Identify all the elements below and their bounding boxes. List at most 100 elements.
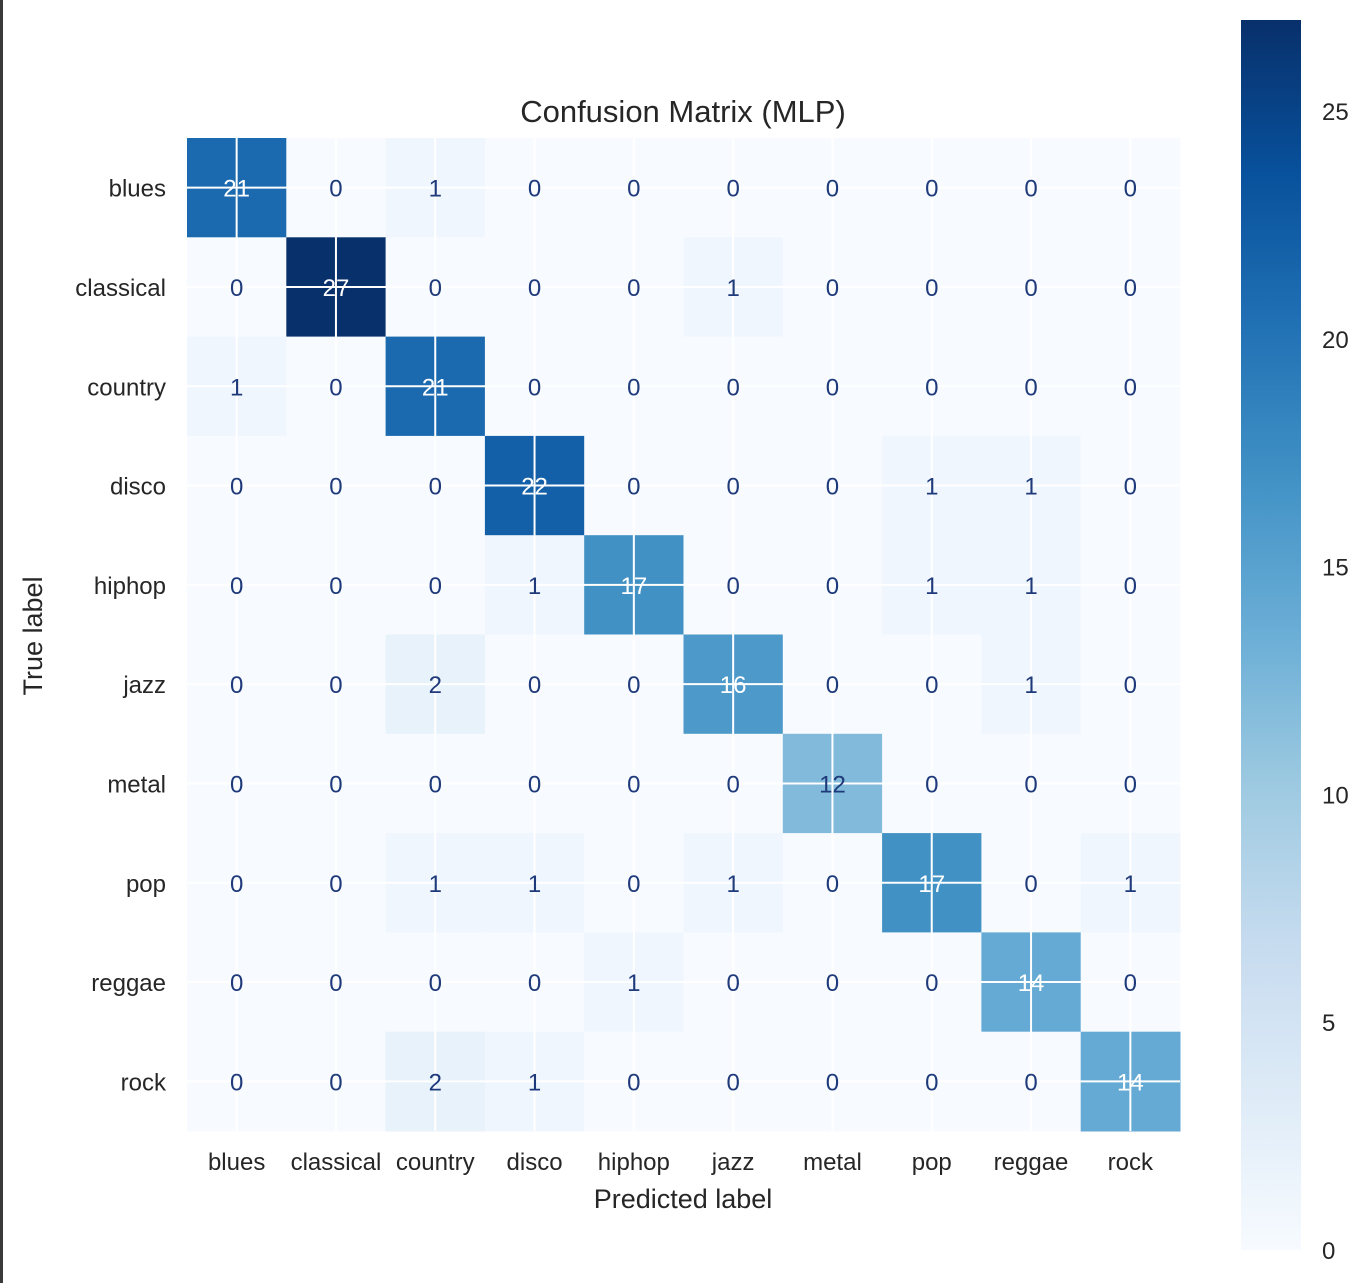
cell-value-label: 0 <box>528 374 541 401</box>
cell-value-label: 0 <box>925 275 938 302</box>
cell-value-label: 0 <box>329 672 342 699</box>
cell-value-label: 0 <box>627 1069 640 1096</box>
heatmap-gridlines <box>187 138 1180 1131</box>
cell-value-label: 22 <box>521 474 548 501</box>
cell-value-label: 0 <box>230 474 243 501</box>
cell-value-label: 0 <box>329 474 342 501</box>
cell-value-label: 0 <box>726 176 739 203</box>
cell-value-label: 12 <box>819 771 846 798</box>
cell-value-label: 1 <box>1024 573 1037 600</box>
cell-value-label: 0 <box>528 672 541 699</box>
cell-value-label: 0 <box>329 573 342 600</box>
colorbar-tick-label: 5 <box>1322 1010 1335 1037</box>
cell-value-label: 0 <box>1024 275 1037 302</box>
cell-value-label: 0 <box>925 970 938 997</box>
cell-value-label: 0 <box>1124 474 1137 501</box>
chart-title: Confusion Matrix (MLP) <box>520 94 846 129</box>
cell-value-label: 0 <box>627 374 640 401</box>
x-axis-label: Predicted label <box>594 1184 773 1214</box>
cell-value-label: 0 <box>329 871 342 898</box>
cell-value-label: 0 <box>627 176 640 203</box>
colorbar <box>1241 20 1301 1250</box>
cell-value-label: 0 <box>925 176 938 203</box>
colorbar-tick-label: 15 <box>1322 555 1349 582</box>
cell-value-label: 0 <box>329 176 342 203</box>
y-axis-label: True label <box>18 576 48 695</box>
y-tick-label: rock <box>121 1069 167 1096</box>
cell-value-label: 1 <box>1124 871 1137 898</box>
x-tick-label: jazz <box>711 1149 755 1176</box>
cell-value-label: 0 <box>826 374 839 401</box>
window-left-border <box>0 0 3 1283</box>
cell-value-label: 0 <box>726 1069 739 1096</box>
colorbar-tick-label: 25 <box>1322 99 1349 126</box>
cell-value-label: 0 <box>230 672 243 699</box>
y-tick-label: country <box>87 374 166 401</box>
cell-value-label: 0 <box>528 176 541 203</box>
cell-value-label: 1 <box>429 871 442 898</box>
cell-value-label: 0 <box>925 374 938 401</box>
cell-value-label: 1 <box>726 275 739 302</box>
cell-value-label: 14 <box>1018 970 1045 997</box>
x-tick-label: country <box>396 1149 475 1176</box>
x-tick-label: rock <box>1108 1149 1154 1176</box>
cell-value-label: 0 <box>1024 771 1037 798</box>
cell-value-label: 1 <box>627 970 640 997</box>
cell-value-label: 1 <box>528 871 541 898</box>
cell-value-label: 27 <box>323 275 350 302</box>
x-tick-label: hiphop <box>598 1149 670 1176</box>
cell-value-label: 0 <box>627 275 640 302</box>
cell-value-label: 16 <box>720 672 747 699</box>
cell-value-label: 1 <box>1024 474 1037 501</box>
cell-value-label: 0 <box>1124 672 1137 699</box>
cell-value-label: 0 <box>1124 275 1137 302</box>
colorbar-tick-label: 10 <box>1322 782 1349 809</box>
x-tick-label: blues <box>208 1149 265 1176</box>
y-tick-label: pop <box>126 871 166 898</box>
cell-value-label: 0 <box>1024 871 1037 898</box>
cell-value-label: 0 <box>429 275 442 302</box>
cell-value-label: 0 <box>230 573 243 600</box>
cell-value-label: 0 <box>1124 970 1137 997</box>
cell-value-label: 0 <box>1024 374 1037 401</box>
heatmap-cell-labels: 21 0 1 0 0 0 0 0 0 00 27 0 0 0 1 0 0 0 01 0 21 0 0 0 0 0 0 00 0 0 22 0 0… <box>223 176 1143 1097</box>
cell-value-label: 1 <box>429 176 442 203</box>
cell-value-label: 0 <box>726 771 739 798</box>
colorbar-tick-labels: 0 5 10 15 20 25 <box>1322 99 1349 1265</box>
y-tick-label: jazz <box>122 672 166 699</box>
cell-value-label: 0 <box>826 1069 839 1096</box>
cell-value-label: 0 <box>627 672 640 699</box>
y-tick-label: disco <box>110 474 166 501</box>
cell-value-label: 0 <box>726 474 739 501</box>
cell-value-label: 0 <box>429 573 442 600</box>
cell-value-label: 0 <box>230 1069 243 1096</box>
y-tick-labels: blues classical country disco hiphop jazz meta… <box>75 176 167 1097</box>
cell-value-label: 1 <box>726 871 739 898</box>
y-tick-label: metal <box>107 771 166 798</box>
cell-value-label: 0 <box>1124 771 1137 798</box>
cell-value-label: 2 <box>429 672 442 699</box>
x-tick-labels: blues classical country disco hiphop jazz meta… <box>208 1149 1154 1176</box>
cell-value-label: 0 <box>329 771 342 798</box>
colorbar-tick-label: 20 <box>1322 327 1349 354</box>
cell-value-label: 0 <box>627 771 640 798</box>
cell-value-label: 2 <box>429 1069 442 1096</box>
colorbar-tick-label: 0 <box>1322 1238 1335 1265</box>
cell-value-label: 0 <box>925 1069 938 1096</box>
cell-value-label: 0 <box>627 474 640 501</box>
y-tick-label: hiphop <box>94 573 166 600</box>
cell-value-label: 0 <box>925 672 938 699</box>
cell-value-label: 0 <box>230 275 243 302</box>
cell-value-label: 0 <box>329 1069 342 1096</box>
cell-value-label: 0 <box>329 374 342 401</box>
cell-value-label: 0 <box>528 970 541 997</box>
cell-value-label: 0 <box>1024 1069 1037 1096</box>
cell-value-label: 21 <box>422 374 449 401</box>
x-tick-label: classical <box>291 1149 382 1176</box>
cell-value-label: 1 <box>528 1069 541 1096</box>
y-tick-label: classical <box>75 275 166 302</box>
cell-value-label: 21 <box>223 176 250 203</box>
cell-value-label: 0 <box>826 573 839 600</box>
cell-value-label: 0 <box>1124 176 1137 203</box>
